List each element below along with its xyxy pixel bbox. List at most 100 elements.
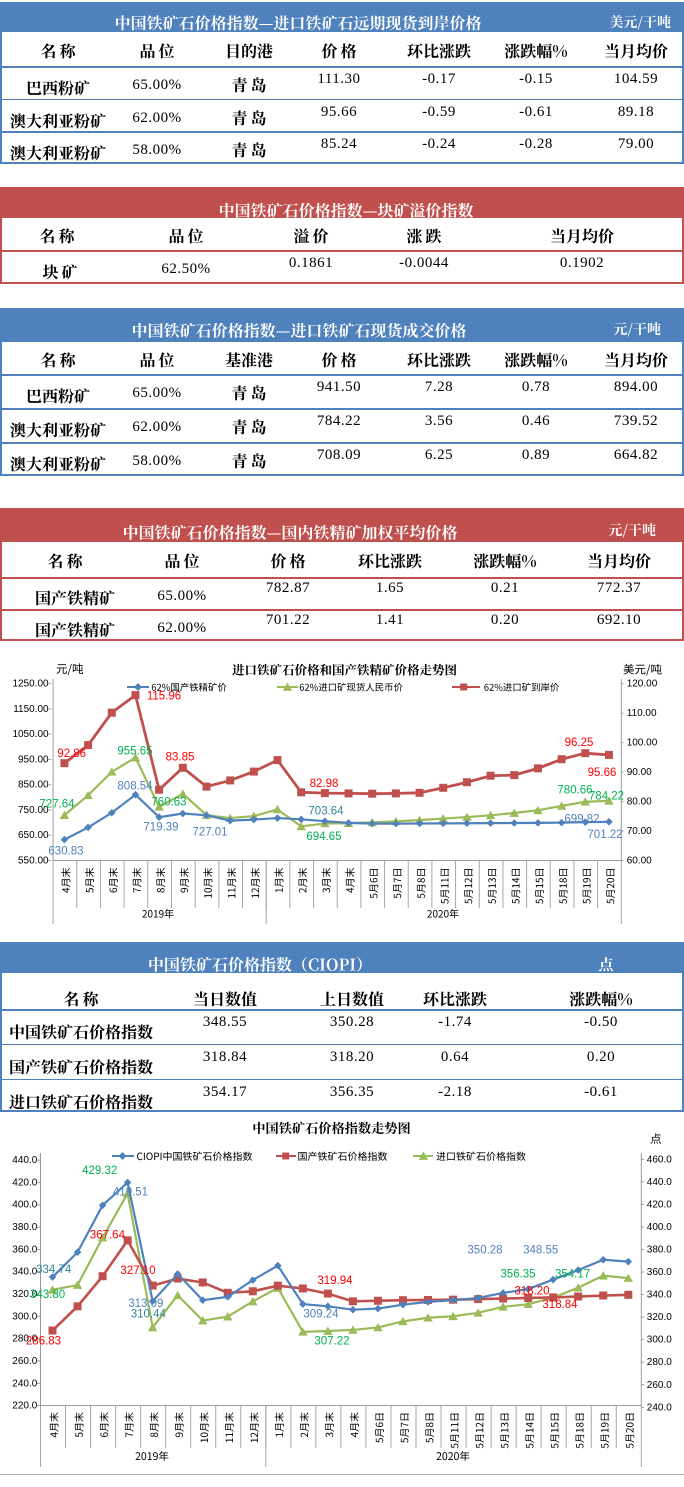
svg-text:-1.74: -1.74 [438, 1014, 472, 1030]
svg-text:429.32: 429.32 [82, 1165, 117, 1177]
svg-text:784.22: 784.22 [589, 791, 624, 803]
svg-text:62.00%: 62.00% [157, 620, 206, 636]
svg-text:309.24: 309.24 [303, 1309, 339, 1321]
svg-text:58.00%: 58.00% [132, 142, 181, 158]
svg-text:89.18: 89.18 [618, 104, 654, 120]
svg-text:300.0: 300.0 [647, 1335, 672, 1346]
svg-text:313.09: 313.09 [128, 1298, 163, 1310]
svg-text:318.20: 318.20 [330, 1049, 374, 1065]
svg-text:0.1861: 0.1861 [289, 255, 333, 271]
svg-text:950.00: 950.00 [18, 754, 49, 765]
svg-text:350.28: 350.28 [467, 1245, 502, 1257]
svg-text:92.86: 92.86 [57, 748, 86, 760]
svg-text:115.96: 115.96 [147, 691, 181, 703]
svg-text:95.66: 95.66 [321, 104, 357, 120]
svg-text:62.00%: 62.00% [132, 110, 181, 126]
svg-text:0.78: 0.78 [522, 379, 550, 395]
svg-text:420.0: 420.0 [647, 1199, 672, 1210]
svg-text:90.00: 90.00 [627, 767, 652, 778]
svg-text:719.39: 719.39 [143, 822, 178, 834]
svg-text:850.00: 850.00 [18, 780, 49, 791]
svg-text:-0.24: -0.24 [422, 136, 456, 152]
svg-text:96.25: 96.25 [565, 737, 594, 749]
svg-text:1.65: 1.65 [376, 580, 404, 596]
svg-text:-0.0044: -0.0044 [399, 255, 449, 271]
svg-text:220.0: 220.0 [12, 1401, 37, 1412]
svg-text:280.0: 280.0 [647, 1357, 672, 1368]
svg-text:240.0: 240.0 [12, 1378, 37, 1389]
svg-text:62.50%: 62.50% [161, 261, 210, 277]
svg-text:354.17: 354.17 [203, 1084, 247, 1100]
svg-text:110.00: 110.00 [627, 708, 657, 719]
svg-text:0.46: 0.46 [522, 413, 550, 429]
svg-text:354.17: 354.17 [555, 1269, 590, 1281]
svg-text:1250.00: 1250.00 [12, 679, 49, 690]
svg-text:460.0: 460.0 [647, 1154, 672, 1165]
svg-text:955.65: 955.65 [117, 746, 152, 758]
svg-text:70.00: 70.00 [627, 826, 652, 837]
svg-text:360.0: 360.0 [12, 1244, 37, 1255]
svg-text:240.0: 240.0 [647, 1402, 672, 1413]
svg-text:0.89: 0.89 [522, 447, 550, 463]
svg-text:340.0: 340.0 [12, 1267, 37, 1278]
svg-text:-0.61: -0.61 [519, 104, 553, 120]
svg-text:894.00: 894.00 [614, 379, 658, 395]
svg-text:727.64: 727.64 [39, 799, 75, 811]
svg-text:440.0: 440.0 [12, 1155, 37, 1166]
svg-text:334.74: 334.74 [36, 1264, 72, 1276]
svg-text:82.98: 82.98 [310, 778, 339, 790]
svg-text:60.00: 60.00 [627, 856, 652, 867]
svg-text:550.00: 550.00 [18, 856, 49, 867]
svg-text:727.01: 727.01 [192, 827, 227, 839]
svg-text:348.55: 348.55 [523, 1245, 558, 1257]
svg-text:419.51: 419.51 [113, 1187, 148, 1199]
svg-text:-0.15: -0.15 [519, 71, 553, 87]
svg-text:327.10: 327.10 [120, 1265, 155, 1277]
svg-text:664.82: 664.82 [614, 447, 658, 463]
svg-text:-0.28: -0.28 [519, 136, 553, 152]
svg-text:808.54: 808.54 [117, 781, 153, 793]
svg-text:356.35: 356.35 [330, 1084, 374, 1100]
svg-text:-0.59: -0.59 [422, 104, 456, 120]
svg-text:750.00: 750.00 [18, 805, 49, 816]
svg-text:58.00%: 58.00% [132, 453, 181, 469]
svg-text:280.0: 280.0 [12, 1334, 37, 1345]
svg-text:100.00: 100.00 [627, 738, 658, 749]
svg-text:-0.50: -0.50 [584, 1014, 618, 1030]
svg-text:85.24: 85.24 [321, 136, 357, 152]
svg-text:780.66: 780.66 [557, 785, 592, 797]
svg-text:286.83: 286.83 [26, 1336, 61, 1348]
svg-text:692.10: 692.10 [597, 612, 641, 628]
svg-text:62.00%: 62.00% [132, 419, 181, 435]
svg-text:-2.18: -2.18 [438, 1084, 472, 1100]
svg-text:739.52: 739.52 [614, 413, 658, 429]
svg-text:0.64: 0.64 [441, 1049, 469, 1065]
svg-text:348.55: 348.55 [203, 1014, 247, 1030]
svg-text:703.64: 703.64 [308, 806, 344, 818]
svg-text:65.00%: 65.00% [132, 385, 181, 401]
svg-text:310.44: 310.44 [131, 1309, 167, 1321]
svg-text:260.0: 260.0 [12, 1356, 37, 1367]
svg-text:701.22: 701.22 [587, 829, 622, 841]
svg-text:120.00: 120.00 [627, 679, 658, 690]
svg-text:111.30: 111.30 [317, 71, 360, 87]
svg-text:0.20: 0.20 [491, 612, 519, 628]
svg-text:708.09: 708.09 [317, 447, 361, 463]
svg-text:319.94: 319.94 [317, 1275, 353, 1287]
svg-text:320.0: 320.0 [647, 1312, 672, 1323]
svg-text:760.63: 760.63 [151, 797, 186, 809]
svg-text:630.83: 630.83 [48, 846, 83, 858]
svg-text:694.65: 694.65 [306, 831, 341, 843]
svg-text:79.00: 79.00 [618, 136, 654, 152]
svg-text:307.22: 307.22 [314, 1336, 349, 1348]
svg-text:350.28: 350.28 [330, 1014, 374, 1030]
svg-text:340.0: 340.0 [647, 1290, 672, 1301]
svg-text:320.0: 320.0 [12, 1289, 37, 1300]
svg-text:65.00%: 65.00% [157, 588, 206, 604]
svg-text:95.66: 95.66 [588, 767, 617, 779]
svg-text:0.21: 0.21 [491, 580, 519, 596]
svg-text:65.00%: 65.00% [132, 77, 181, 93]
svg-text:318.84: 318.84 [542, 1299, 578, 1311]
svg-text:1.41: 1.41 [376, 612, 404, 628]
svg-text:1150.00: 1150.00 [13, 704, 49, 715]
